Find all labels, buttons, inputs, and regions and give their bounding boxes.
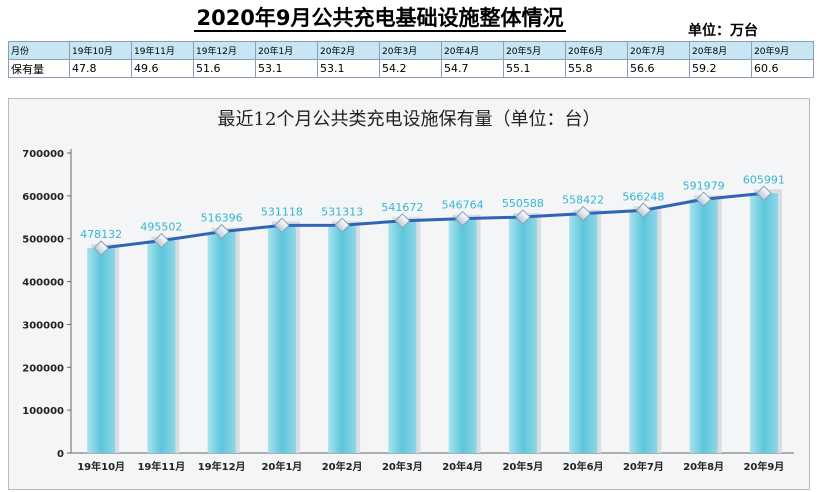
table-month-cell: 19年12月 (193, 41, 256, 60)
bar-line-chart: 最近12个月公共类充电设施保有量（单位：台） 0 100000 200000 3000… (22, 109, 794, 473)
bar (749, 193, 778, 453)
table-month-cell: 20年2月 (317, 41, 380, 60)
series-line (100, 191, 765, 250)
table-month-cell: 20年8月 (689, 41, 752, 60)
x-tick-label: 20年2月 (322, 460, 363, 473)
y-tick-label: 400000 (22, 278, 64, 289)
data-label: 531313 (321, 205, 363, 218)
y-tick-label: 200000 (22, 363, 64, 374)
x-tick-label: 20年8月 (683, 460, 724, 473)
table-header-label: 月份 (8, 41, 70, 60)
line-point (213, 223, 230, 240)
line-point (394, 213, 411, 229)
line-point (695, 191, 712, 208)
line-point (93, 240, 109, 256)
line-point (274, 217, 290, 234)
x-tick-label: 20年1月 (261, 460, 302, 473)
x-tick-label: 19年11月 (137, 460, 185, 473)
x-tick-label: 20年7月 (623, 460, 664, 473)
chart-panel: 最近12个月公共类充电设施保有量（单位：台） 0 100000 200000 3000… (8, 98, 810, 490)
data-label: 531118 (261, 205, 303, 218)
x-tick-label: 20年3月 (382, 460, 423, 473)
x-tick-label: 19年10月 (77, 460, 125, 473)
bar (629, 210, 658, 453)
y-tick-label: 600000 (22, 192, 64, 203)
x-tick-label: 20年5月 (502, 460, 543, 473)
table-month-cell: 20年1月 (255, 41, 318, 60)
table-month-cell: 20年4月 (441, 41, 504, 60)
table-month-cell: 19年10月 (69, 41, 132, 60)
data-label: 550588 (502, 197, 544, 210)
bar (508, 217, 537, 453)
table-value-cell: 53.1 (255, 59, 318, 78)
bar (388, 220, 417, 453)
table-month-cell: 20年5月 (503, 41, 566, 60)
data-label: 541672 (381, 201, 423, 214)
page-title: 2020年9月公共充电基础设施整体情况 (194, 6, 566, 32)
unit-label: 单位：万台 (688, 23, 758, 39)
data-label: 495502 (140, 221, 182, 234)
bar (87, 248, 116, 453)
table-value-cell: 54.7 (441, 59, 504, 78)
bar (328, 225, 357, 453)
bar (689, 199, 718, 453)
table-value-cell: 47.8 (69, 59, 132, 78)
table-month-cell: 20年7月 (627, 41, 690, 60)
data-label: 566248 (622, 190, 664, 203)
line-point (635, 202, 652, 219)
table-month-cell: 20年9月 (751, 41, 814, 60)
line-point (575, 205, 591, 222)
table-value-cell: 53.1 (317, 59, 380, 78)
y-tick-label: 500000 (22, 235, 64, 246)
data-label: 591979 (683, 179, 725, 192)
x-tick-label: 19年12月 (198, 460, 246, 473)
line-point (454, 210, 471, 227)
line-point (334, 217, 350, 234)
table-header-row: 月份 19年10月 19年11月 19年12月 20年1月 20年2月 20年3月 20年4… (8, 41, 814, 60)
table-value-row: 保有量 47.8 49.6 51.6 53.1 53.1 54.2 54.7 55.1 55.8… (8, 59, 814, 78)
chart-title: 最近12个月公共类充电设施保有量（单位：台） (218, 109, 601, 130)
data-label: 558422 (562, 194, 604, 207)
data-label: 546764 (442, 199, 484, 212)
y-tick-label: 0 (57, 449, 64, 460)
table-value-cell: 55.1 (503, 59, 566, 78)
bar (448, 218, 477, 453)
line-point (153, 232, 170, 249)
table-value-cell: 49.6 (131, 59, 194, 78)
y-tick-label: 700000 (22, 149, 64, 160)
table-row-label: 保有量 (8, 59, 70, 78)
y-tick-label: 100000 (22, 406, 64, 417)
summary-table: 月份 19年10月 19年11月 19年12月 20年1月 20年2月 20年3月 20年4… (8, 41, 814, 78)
table-value-cell: 51.6 (193, 59, 256, 78)
bar (147, 240, 176, 453)
table-value-cell: 60.6 (751, 59, 814, 78)
x-tick-label: 20年6月 (563, 460, 604, 473)
table-value-cell: 56.6 (627, 59, 690, 78)
table-value-cell: 54.2 (379, 59, 442, 78)
x-tick-label: 20年4月 (442, 460, 483, 473)
table-value-cell: 59.2 (689, 59, 752, 78)
bar (207, 231, 236, 453)
x-tick-label: 20年9月 (743, 460, 784, 473)
data-label: 516396 (201, 212, 243, 225)
table-month-cell: 20年6月 (565, 41, 628, 60)
bar (569, 213, 598, 453)
table-month-cell: 20年3月 (379, 41, 442, 60)
bar (267, 225, 296, 453)
y-tick-label: 300000 (22, 320, 64, 331)
data-label: 605991 (743, 173, 785, 186)
line-point (515, 209, 531, 225)
table-month-cell: 19年11月 (131, 41, 194, 60)
data-label: 478132 (80, 228, 122, 241)
line-point (756, 185, 772, 202)
table-value-cell: 55.8 (565, 59, 628, 78)
